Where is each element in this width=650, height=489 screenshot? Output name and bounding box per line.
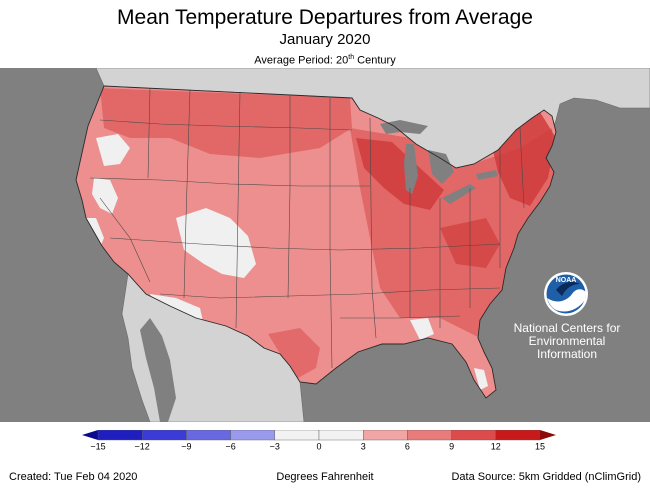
us-outline [75, 85, 557, 399]
lake-ontario [476, 170, 498, 180]
noaa-logo-wave [547, 289, 586, 312]
hot-region-texas [268, 328, 320, 378]
great-lakes [380, 120, 498, 204]
map-subtitle: January 2020 [279, 31, 371, 48]
lake-huron [428, 150, 454, 184]
ncei-caption-line-1: National Centers for [513, 321, 621, 335]
legend-swatch [495, 430, 541, 441]
near-normal-alabama [410, 318, 434, 340]
legend-tick-label: 3 [361, 442, 366, 451]
legend-arrow-cold [82, 430, 98, 440]
legend-swatch [186, 430, 231, 441]
legend-swatch [274, 430, 320, 441]
legend-tick-label: 0 [316, 442, 321, 451]
legend-tick-label: 12 [491, 442, 501, 451]
color-legend: −15 −12 −9 −6 −3 0 3 6 9 12 15 [82, 430, 556, 450]
period-sup: th [348, 54, 355, 61]
temperature-map: NOAA [0, 68, 650, 422]
near-normal-florida [474, 368, 488, 390]
warm-region-north [100, 88, 352, 158]
lake-erie [442, 184, 476, 204]
legend-tick-label: −15 [90, 442, 105, 451]
legend-tick-label: 15 [535, 442, 545, 451]
legend-arrow-warm [540, 430, 556, 440]
lake-superior [380, 120, 428, 134]
legend-swatch [363, 430, 408, 441]
created-date: Created: Tue Feb 04 2020 [9, 471, 138, 483]
legend-tick-label: −9 [181, 442, 191, 451]
ncei-caption: National Centers for Environmental Infor… [508, 322, 626, 361]
data-source: Data Source: 5km Gridded (nClimGrid) [451, 471, 641, 483]
legend-tick-label: 6 [405, 442, 410, 451]
legend-tick-label: −12 [135, 442, 150, 451]
legend-swatch [451, 430, 497, 441]
gulf-of-california [140, 318, 176, 422]
hot-region-great-lakes [356, 138, 444, 210]
ncei-caption-line-3: Information [536, 347, 598, 361]
noaa-logo-wordmark: NOAA [556, 277, 577, 284]
legend-swatch [142, 430, 187, 441]
state-borders [89, 87, 525, 369]
near-normal-nevada [92, 178, 118, 214]
near-normal-great-basin [176, 208, 256, 278]
legend-tick-label: −3 [270, 442, 280, 451]
legend-swatch [318, 430, 364, 441]
period-suffix: Century [354, 54, 396, 67]
legend-swatch [407, 430, 452, 441]
legend-swatch [230, 430, 276, 441]
legend-tick-label: 9 [449, 442, 454, 451]
near-normal-oregon [96, 134, 130, 166]
legend-unit-label: Degrees Fahrenheit [276, 471, 374, 483]
period-prefix: Average Period: 20 [254, 54, 349, 67]
average-period: Average Period: 20th Century [0, 51, 650, 68]
noaa-logo-bird [556, 282, 580, 296]
ncei-caption-line-2: Environmental [528, 334, 606, 348]
noaa-logo: NOAA [544, 272, 588, 316]
legend-swatch [97, 430, 143, 441]
map-title: Mean Temperature Departures from Average [117, 6, 533, 29]
legend-tick-label: −6 [225, 442, 235, 451]
lake-michigan [404, 144, 418, 194]
